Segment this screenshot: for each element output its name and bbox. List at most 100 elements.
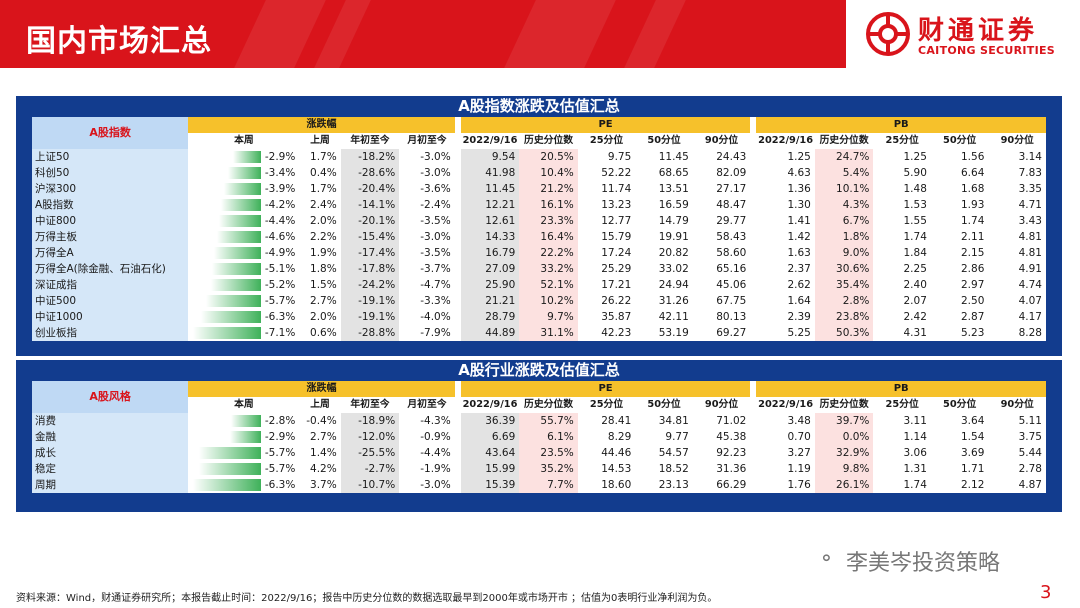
table-cell: 10.4% <box>519 165 578 181</box>
table-cell: 0.4% <box>299 165 341 181</box>
table-cell: -7.1% <box>262 325 300 341</box>
table-cell: 1.14 <box>873 429 931 445</box>
column-gap <box>750 429 757 445</box>
group-change-header: 涨跌幅 <box>188 117 455 133</box>
table-cell: 20.82 <box>635 245 693 261</box>
table-cell: -18.9% <box>340 413 400 429</box>
table-cell: 19.91 <box>635 229 693 245</box>
table-row: 中证500 -5.7% 2.7% -19.1% -3.3% 21.21 10.2% 26.22… <box>32 293 1046 309</box>
table-cell: 3.11 <box>873 413 931 429</box>
table-cell: 2.62 <box>756 277 815 293</box>
table-cell: 16.4% <box>519 229 578 245</box>
table-row: 上证50 -2.9% 1.7% -18.2% -3.0% 9.54 20.5% 9.75 11.… <box>32 149 1046 165</box>
table-cell: -5.7% <box>262 461 300 477</box>
table-cell: 5.23 <box>930 325 989 341</box>
table-cell: 16.79 <box>460 245 520 261</box>
column-gap <box>750 165 757 181</box>
column-header: 90分位 <box>988 133 1046 149</box>
row-name: 金融 <box>32 429 189 445</box>
table-cell: 16.59 <box>635 197 693 213</box>
table-cell: 1.56 <box>930 149 989 165</box>
column-gap <box>750 213 757 229</box>
table-cell: 1.8% <box>299 261 341 277</box>
weekly-change-bar <box>188 461 263 477</box>
table-cell: 54.57 <box>635 445 693 461</box>
table-cell: 1.7% <box>299 149 341 165</box>
column-header: 90分位 <box>692 133 751 149</box>
table-cell: 2.87 <box>930 309 989 325</box>
table-cell: 1.19 <box>756 461 815 477</box>
table-cell: -3.5% <box>399 213 455 229</box>
table-cell: 6.7% <box>814 213 874 229</box>
table-cell: 71.02 <box>692 413 751 429</box>
table-cell: -2.9% <box>262 429 300 445</box>
column-header: 2022/9/16 <box>756 133 815 149</box>
table-cell: 3.64 <box>930 413 989 429</box>
table-cell: 22.2% <box>519 245 578 261</box>
weekly-change-bar <box>188 325 263 341</box>
table-cell: 4.31 <box>873 325 931 341</box>
row-name: 中证1000 <box>32 309 189 325</box>
table-cell: 24.94 <box>635 277 693 293</box>
table-cell: 58.60 <box>692 245 751 261</box>
table-cell: 2.42 <box>873 309 931 325</box>
company-logo: 财通证券 CAITONG SECURITIES <box>846 0 1080 68</box>
table-cell: 23.13 <box>635 477 693 493</box>
table-cell: 14.53 <box>577 461 636 477</box>
table-cell: 45.38 <box>692 429 751 445</box>
column-gap <box>454 149 461 165</box>
column-gap <box>454 477 461 493</box>
weekly-change-bar-fill <box>199 463 262 475</box>
table-cell: 4.74 <box>988 277 1046 293</box>
weekly-change-bar-fill <box>211 279 262 291</box>
table-cell: 45.06 <box>692 277 751 293</box>
table-cell: -7.9% <box>399 325 455 341</box>
column-gap <box>750 461 757 477</box>
table-cell: 65.16 <box>692 261 751 277</box>
table-cell: 5.90 <box>873 165 931 181</box>
column-gap <box>750 413 757 429</box>
table-cell: 4.71 <box>988 197 1046 213</box>
table-cell: 2.4% <box>299 197 341 213</box>
table-cell: 1.55 <box>873 213 931 229</box>
table-cell: 3.35 <box>988 181 1046 197</box>
table-cell: 26.22 <box>577 293 636 309</box>
table-cell: -4.0% <box>399 309 455 325</box>
table-cell: 2.37 <box>756 261 815 277</box>
column-header: 50分位 <box>635 133 693 149</box>
table-cell: 2.7% <box>299 429 341 445</box>
table-row: 万得全A(除金融、石油石化) -5.1% 1.8% -17.8% -3.7% 27.09 3… <box>32 261 1046 277</box>
column-gap <box>454 277 461 293</box>
table-cell: -20.4% <box>340 181 400 197</box>
table-cell: -17.8% <box>340 261 400 277</box>
table-cell: 4.17 <box>988 309 1046 325</box>
column-header: 年初至今 <box>340 133 400 149</box>
table-cell: 27.09 <box>460 261 520 277</box>
table-cell: 2.50 <box>930 293 989 309</box>
table-cell: 1.63 <box>756 245 815 261</box>
table-cell: 1.74 <box>930 213 989 229</box>
table-cell: 31.26 <box>635 293 693 309</box>
table-cell: 2.7% <box>299 293 341 309</box>
caitong-logo-icon <box>866 12 910 56</box>
table-cell: 12.21 <box>460 197 520 213</box>
table-cell: 1.64 <box>756 293 815 309</box>
table-cell: 5.11 <box>988 413 1046 429</box>
weekly-change-bar-fill <box>231 415 262 427</box>
row-name: 沪深300 <box>32 181 189 197</box>
table-cell: -4.6% <box>262 229 300 245</box>
weekly-change-bar <box>188 229 263 245</box>
header-bar: 国内市场汇总 财通证券 CAITONG SECURITIES <box>0 0 1080 68</box>
weekly-change-bar <box>188 245 263 261</box>
column-header: 历史分位数 <box>814 397 874 413</box>
table-cell: 17.21 <box>577 277 636 293</box>
table-cell: 4.2% <box>299 461 341 477</box>
table-cell: 3.43 <box>988 213 1046 229</box>
table-cell: 12.61 <box>460 213 520 229</box>
table-cell: 44.46 <box>577 445 636 461</box>
column-header: 90分位 <box>988 397 1046 413</box>
table-cell: -2.4% <box>399 197 455 213</box>
column-gap <box>454 245 461 261</box>
table-cell: -19.1% <box>340 309 400 325</box>
table-cell: 5.44 <box>988 445 1046 461</box>
